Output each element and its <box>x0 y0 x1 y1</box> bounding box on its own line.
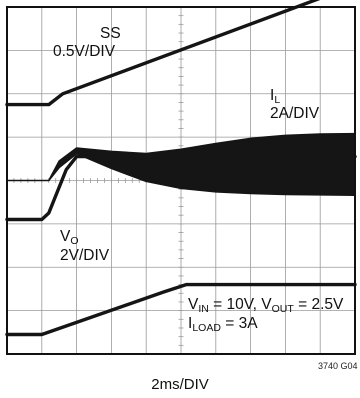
v-o-trace <box>5 154 357 222</box>
cond-vin-sub: IN <box>198 303 209 315</box>
cond-vin-rest: = 10V, V <box>208 296 272 313</box>
vo-sub: O <box>70 235 79 247</box>
ss-scale-label: 0.5V/DIV <box>53 43 116 60</box>
ss-label: SS <box>100 25 121 42</box>
il-main: I <box>270 87 275 104</box>
cond-iload-sub: LOAD <box>192 322 221 334</box>
vo-label: VO <box>60 228 79 250</box>
il-sub: L <box>274 94 281 106</box>
cond-iload-rest: = 3A <box>220 315 258 332</box>
conditions-line-1: VIN = 10V, VOUT = 2.5V <box>188 296 343 318</box>
ss-name: SS <box>100 25 121 42</box>
vo-scale-label: 2V/DIV <box>60 247 110 264</box>
vout-ramp-trace <box>5 282 357 337</box>
figure-id: 3740 G04 <box>318 361 358 371</box>
il-scale-label: 2A/DIV <box>270 105 320 122</box>
il-label: IL <box>270 87 280 109</box>
cond-iload-main: I <box>188 315 193 332</box>
cond-vin-main: V <box>188 296 199 313</box>
cond-vout-sub: OUT <box>271 303 294 315</box>
traces <box>5 0 357 337</box>
cond-vout-rest: = 2.5V <box>293 296 344 313</box>
vo-main: V <box>60 228 71 245</box>
x-axis-label: 2ms/DIV <box>151 376 209 393</box>
conditions-line-2: ILOAD = 3A <box>188 315 258 337</box>
ss-trace <box>5 0 321 107</box>
plot-frame <box>6 6 356 355</box>
